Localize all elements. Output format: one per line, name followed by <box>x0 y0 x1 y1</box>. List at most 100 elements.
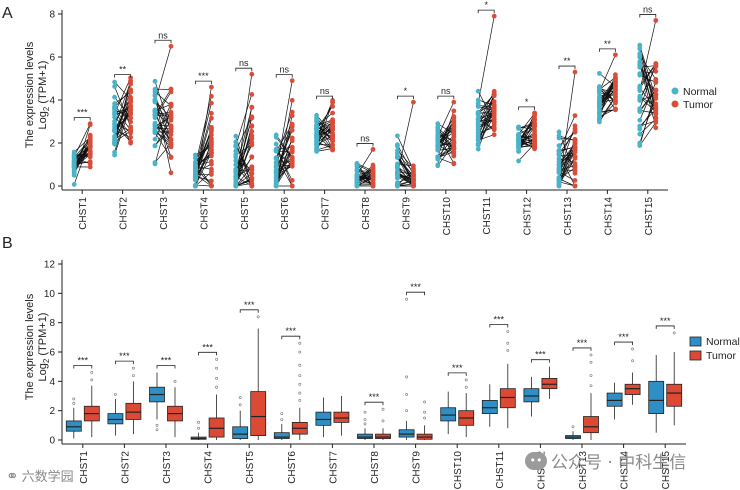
pair-line <box>275 125 293 171</box>
tumor-outlier <box>631 359 635 363</box>
pair-line <box>235 172 253 187</box>
tumor-box <box>583 416 599 434</box>
pair-line <box>276 160 293 167</box>
pair-line <box>437 102 455 137</box>
pair-line <box>316 100 333 141</box>
pair-line <box>235 135 253 170</box>
pair-line <box>316 120 333 131</box>
normal-box <box>523 388 540 403</box>
normal-point <box>435 132 441 138</box>
tumor-point <box>653 115 659 121</box>
tumor-point <box>532 135 537 141</box>
y-tick-label-a: 0 <box>49 182 55 193</box>
normal-outlier <box>197 426 201 430</box>
tumor-point <box>653 96 659 101</box>
significance-label: ** <box>563 56 571 66</box>
significance-bracket <box>156 365 176 369</box>
significance-bracket <box>198 351 217 356</box>
tumor-outlier <box>298 398 302 402</box>
normal-point <box>637 46 643 52</box>
tumor-outlier <box>298 374 302 377</box>
pair-line <box>114 77 131 114</box>
normal-point <box>152 143 158 148</box>
normal-box <box>107 413 124 425</box>
normal-box <box>273 432 290 439</box>
pair-line <box>235 131 253 180</box>
tumor-point <box>209 115 214 121</box>
pair-line <box>477 95 495 126</box>
normal-point <box>395 180 400 186</box>
tumor-point <box>491 13 497 19</box>
normal-point <box>597 114 602 120</box>
pair-line <box>558 131 576 174</box>
pair-line <box>316 148 333 152</box>
tumor-point <box>572 183 578 189</box>
tumor-point <box>128 119 134 125</box>
tumor-point <box>249 123 255 128</box>
normal-point <box>475 102 481 108</box>
pair-line <box>639 120 656 127</box>
tumor-point <box>451 122 457 128</box>
tumor-point <box>491 116 497 122</box>
tumor-point <box>572 69 578 75</box>
pair-line <box>397 156 414 180</box>
x-tick-label-b: CHST6 <box>287 451 298 484</box>
tumor-point <box>249 176 255 181</box>
pair-line <box>397 102 414 175</box>
tumor-point <box>289 123 295 129</box>
x-tick-label-a: CHST6 <box>280 197 291 230</box>
x-tick-label-b: CHST11 <box>495 451 506 489</box>
pair-line <box>599 74 616 118</box>
tumor-point <box>491 91 497 97</box>
pair-line <box>477 93 495 113</box>
legend-b-normal-label: Normal <box>706 336 740 348</box>
y-tick-label-b: 0 <box>49 436 55 447</box>
tumor-outlier <box>464 378 468 382</box>
x-tick-label-b: CHST2 <box>120 451 131 484</box>
wechat-official-icon: •• <box>525 451 547 470</box>
normal-point <box>475 130 481 136</box>
pair-line <box>154 130 172 145</box>
pair-line <box>639 63 657 128</box>
tumor-point <box>451 118 457 124</box>
tumor-point <box>168 43 174 49</box>
tumor-point <box>289 97 295 103</box>
normal-point <box>556 143 562 149</box>
significance-bracket <box>239 309 259 313</box>
pair-line <box>639 66 657 95</box>
normal-point <box>516 124 521 130</box>
normal-box <box>357 433 373 439</box>
normal-point <box>71 172 77 178</box>
significance-bracket <box>518 106 535 110</box>
x-tick-label-b: CHST7 <box>328 451 339 484</box>
pair-line <box>154 46 172 103</box>
normal-point <box>193 173 198 179</box>
pair-line <box>558 115 576 151</box>
tumor-point <box>572 156 578 161</box>
pair-line <box>397 153 414 185</box>
pair-line <box>114 99 131 153</box>
tumor-point <box>168 103 174 109</box>
normal-point <box>516 149 521 154</box>
normal-point <box>516 158 521 164</box>
pair-line <box>235 107 253 187</box>
tumor-point <box>491 111 497 116</box>
pair-line <box>73 146 91 173</box>
normal-point <box>152 108 158 114</box>
significance-label: * <box>484 0 488 10</box>
pair-line <box>74 153 91 163</box>
pair-line <box>73 123 91 157</box>
normal-point <box>597 109 602 115</box>
tumor-point <box>653 68 659 74</box>
ylabel-b-line1: The expression levels <box>24 293 36 400</box>
tumor-point <box>572 137 578 143</box>
x-tick-label-a: CHST15 <box>644 197 655 236</box>
significance-bracket <box>437 95 455 100</box>
tumor-point <box>128 115 134 121</box>
normal-point <box>597 70 602 76</box>
normal-point <box>193 177 198 183</box>
pair-line <box>356 174 374 181</box>
normal-point <box>556 129 562 135</box>
y-tick-label-a: 4 <box>49 96 55 107</box>
normal-outlier <box>238 396 242 399</box>
